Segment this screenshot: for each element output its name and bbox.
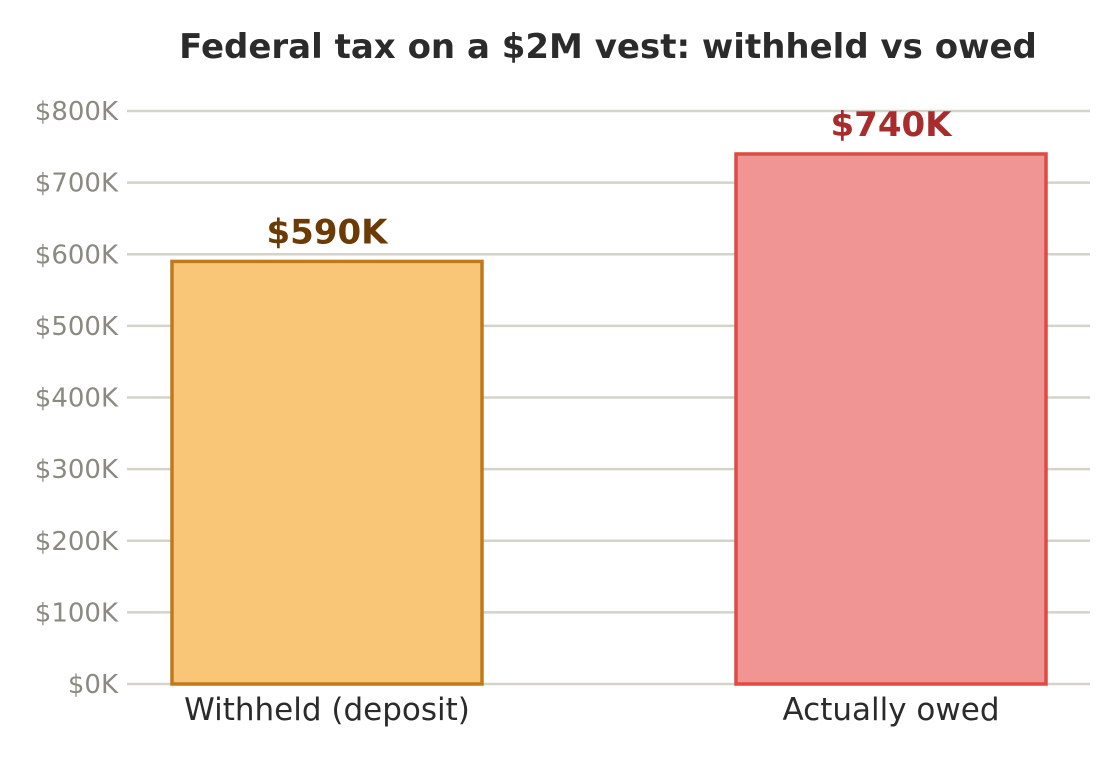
y-tick-label: $800K [35, 97, 119, 127]
bars [170, 152, 1048, 686]
chart-title: Federal tax on a $2M vest: withheld vs o… [179, 27, 1037, 67]
bar [170, 259, 484, 686]
y-tick-label: $200K [35, 527, 119, 557]
y-tick-label: $500K [35, 312, 119, 342]
bar-value-label: $590K [267, 212, 390, 252]
bar-value-label: $740K [831, 105, 954, 145]
bar [734, 152, 1048, 686]
y-tick-label: $0K [68, 670, 119, 700]
x-category-label: Actually owed [783, 692, 1000, 728]
y-tick-label: $600K [35, 240, 119, 270]
y-tick-label: $400K [35, 384, 119, 414]
x-axis-categories: Withheld (deposit) Actually owed [184, 692, 999, 728]
data-labels: $590K $740K [267, 105, 954, 252]
y-tick-label: $700K [35, 169, 119, 199]
y-axis-ticks: $0K $100K $200K $300K $400K $500K $600K $700K $8… [35, 97, 119, 700]
y-tick-label: $300K [35, 455, 119, 485]
x-category-label: Withheld (deposit) [184, 692, 470, 728]
y-tick-label: $100K [35, 598, 119, 628]
